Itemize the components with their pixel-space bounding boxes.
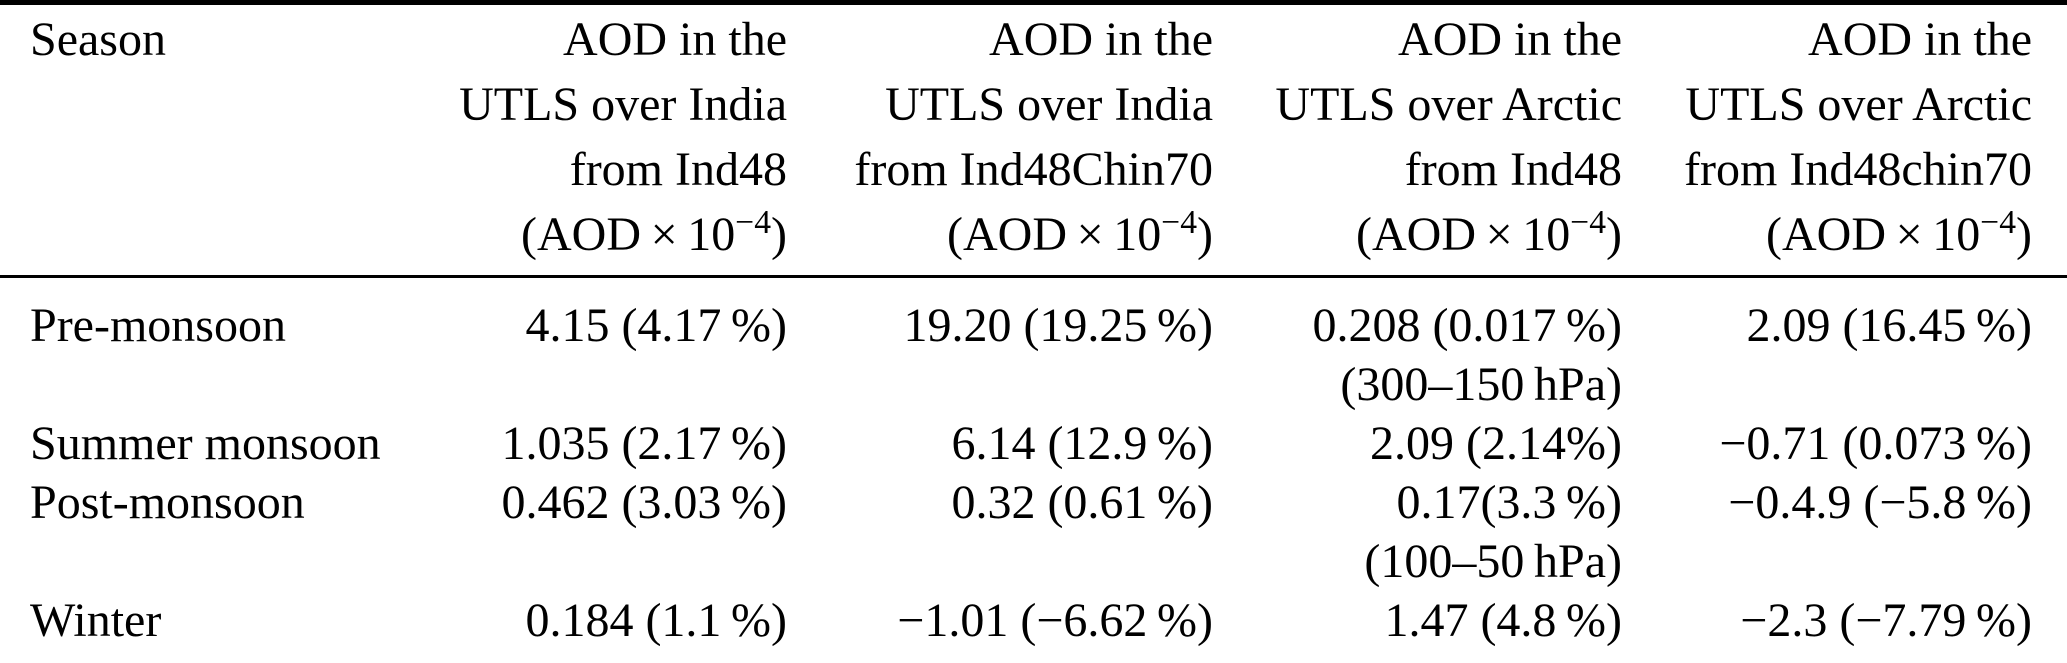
cell-value: 1.47 (4.8 %) xyxy=(1384,594,1622,647)
cell-value: 19.20 (19.25 %) xyxy=(903,299,1213,352)
col-header-india-ind48: AOD in the UTLS over India from Ind48 (A… xyxy=(430,2,787,278)
col-header-india-ind48chin70: AOD in the UTLS over India from Ind48Chi… xyxy=(787,2,1213,278)
value-cell: 1.035 (2.17 %) xyxy=(430,414,787,473)
cell-value: 2.09 (2.14%) xyxy=(1370,417,1622,470)
header-line: from Ind48Chin70 xyxy=(854,143,1213,196)
cell-value: −0.71 (0.073 %) xyxy=(1719,417,2032,470)
table-row-post-monsoon: Post-monsoon 0.462 (3.03 %) 0.32 (0.61 %… xyxy=(0,473,2067,591)
value-cell: 6.14 (12.9 %) xyxy=(787,414,1213,473)
value-cell: −2.3 (−7.79 %) xyxy=(1622,591,2067,663)
cell-value: 0.184 (1.1 %) xyxy=(525,594,787,647)
value-cell: −1.01 (−6.62 %) xyxy=(787,591,1213,663)
unit-suffix: ) xyxy=(2016,208,2032,261)
unit-exponent: −4 xyxy=(1980,204,2017,242)
header-line: AOD in the xyxy=(1398,13,1622,66)
value-cell: 1.47 (4.8 %) xyxy=(1213,591,1622,663)
header-unit: (AOD × 10−4) xyxy=(1213,202,1622,272)
header-line: UTLS over Arctic xyxy=(1275,78,1622,131)
value-cell: 0.32 (0.61 %) xyxy=(787,473,1213,591)
unit-prefix: (AOD × 10 xyxy=(947,208,1162,261)
unit-suffix: ) xyxy=(1606,208,1622,261)
cell-value: 0.17(3.3 %) xyxy=(1396,476,1622,529)
cell-value: 1.035 (2.17 %) xyxy=(501,417,787,470)
header-unit: (AOD × 10−4) xyxy=(787,202,1213,272)
header-line: UTLS over Arctic xyxy=(1685,78,2032,131)
table-row-pre-monsoon: Pre-monsoon 4.15 (4.17 %) 19.20 (19.25 %… xyxy=(0,277,2067,415)
unit-prefix: (AOD × 10 xyxy=(1766,208,1981,261)
pressure-range-note: (100–50 hPa) xyxy=(1364,535,1622,588)
value-cell: 0.462 (3.03 %) xyxy=(430,473,787,591)
cell-value: 0.32 (0.61 %) xyxy=(951,476,1213,529)
row-label: Pre-monsoon xyxy=(30,299,286,352)
value-cell: 2.09 (2.14%) xyxy=(1213,414,1622,473)
value-cell: −0.71 (0.073 %) xyxy=(1622,414,2067,473)
unit-suffix: ) xyxy=(771,208,787,261)
col-header-season: Season xyxy=(0,2,430,278)
table-body: Pre-monsoon 4.15 (4.17 %) 19.20 (19.25 %… xyxy=(0,277,2067,663)
header-row: Season AOD in the UTLS over India from I… xyxy=(0,2,2067,278)
cell-value: 0.462 (3.03 %) xyxy=(501,476,787,529)
table-header: Season AOD in the UTLS over India from I… xyxy=(0,2,2067,278)
value-cell: −0.4.9 (−5.8 %) xyxy=(1622,473,2067,591)
col-header-arctic-ind48chin70: AOD in the UTLS over Arctic from Ind48ch… xyxy=(1622,2,2067,278)
row-label: Winter xyxy=(30,594,162,647)
value-cell: 0.184 (1.1 %) xyxy=(430,591,787,663)
unit-exponent: −4 xyxy=(1161,204,1198,242)
unit-suffix: ) xyxy=(1197,208,1213,261)
cell-value: 4.15 (4.17 %) xyxy=(525,299,787,352)
value-cell: 2.09 (16.45 %) xyxy=(1622,277,2067,415)
cell-value: −1.01 (−6.62 %) xyxy=(897,594,1213,647)
cell-value: 6.14 (12.9 %) xyxy=(951,417,1213,470)
header-line: UTLS over India xyxy=(885,78,1213,131)
header-line: from Ind48chin70 xyxy=(1684,143,2032,196)
value-cell: 19.20 (19.25 %) xyxy=(787,277,1213,415)
header-line: UTLS over India xyxy=(459,78,787,131)
cell-value: −0.4.9 (−5.8 %) xyxy=(1728,476,2032,529)
cell-value: −2.3 (−7.79 %) xyxy=(1740,594,2032,647)
unit-exponent: −4 xyxy=(1570,204,1607,242)
header-line: AOD in the xyxy=(989,13,1213,66)
header-line: from Ind48 xyxy=(1404,143,1622,196)
col-header-arctic-ind48: AOD in the UTLS over Arctic from Ind48 (… xyxy=(1213,2,1622,278)
header-line: AOD in the xyxy=(1808,13,2032,66)
header-unit: (AOD × 10−4) xyxy=(1622,202,2032,272)
unit-prefix: (AOD × 10 xyxy=(521,208,736,261)
pressure-range-note: (300–150 hPa) xyxy=(1340,358,1622,411)
unit-exponent: −4 xyxy=(735,204,772,242)
header-line: from Ind48 xyxy=(569,143,787,196)
row-label: Post-monsoon xyxy=(30,476,305,529)
table-row-summer-monsoon: Summer monsoon 1.035 (2.17 %) 6.14 (12.9… xyxy=(0,414,2067,473)
header-line: Season xyxy=(30,13,166,66)
header-line: AOD in the xyxy=(563,13,787,66)
value-cell: 0.17(3.3 %) (100–50 hPa) xyxy=(1213,473,1622,591)
table-row-winter: Winter 0.184 (1.1 %) −1.01 (−6.62 %) 1.4… xyxy=(0,591,2067,663)
value-cell: 0.208 (0.017 %) (300–150 hPa) xyxy=(1213,277,1622,415)
cell-value: 0.208 (0.017 %) xyxy=(1312,299,1622,352)
unit-prefix: (AOD × 10 xyxy=(1356,208,1571,261)
row-label: Summer monsoon xyxy=(30,417,381,470)
cell-value: 2.09 (16.45 %) xyxy=(1746,299,2032,352)
value-cell: 4.15 (4.17 %) xyxy=(430,277,787,415)
header-unit: (AOD × 10−4) xyxy=(430,202,787,272)
